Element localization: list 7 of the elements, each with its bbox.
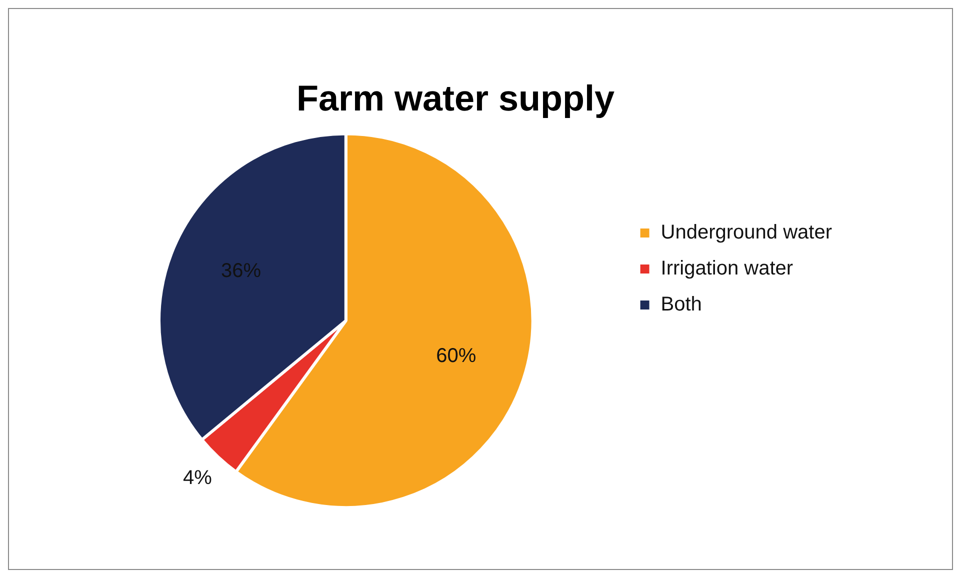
data-label: 36% xyxy=(221,260,262,282)
legend-label: Irrigation water xyxy=(660,258,794,280)
legend-label: Both xyxy=(660,294,702,316)
data-label: 4% xyxy=(182,467,212,490)
legend-label: Underground water xyxy=(660,222,832,244)
data-label: 60% xyxy=(436,344,476,367)
chart-title: Farm water supply xyxy=(296,78,615,119)
